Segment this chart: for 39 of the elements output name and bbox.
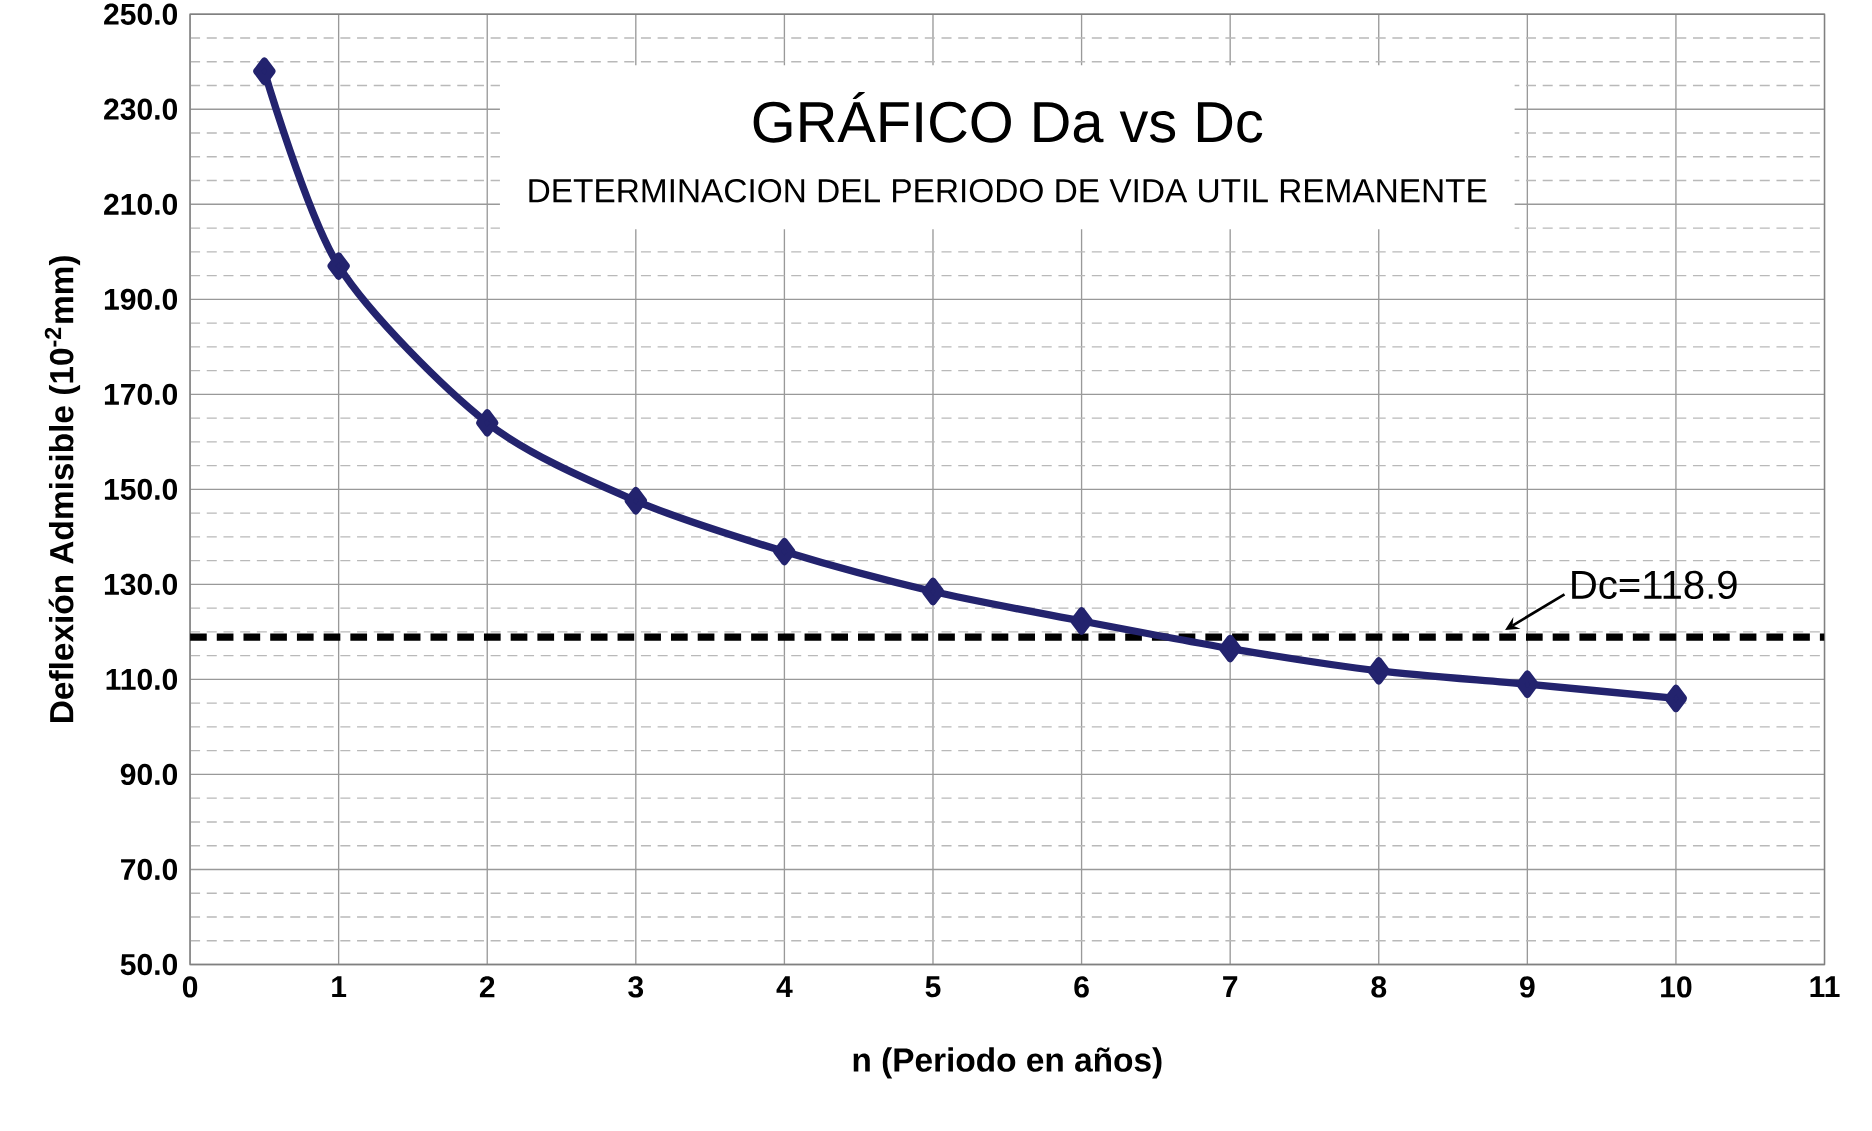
x-tick-label: 4 [776,976,793,998]
y-tick-label: 150.0 [104,478,178,501]
x-tick-label: 8 [1371,976,1387,998]
y-axis-title: Deflexión Admisible (10$^{-2}$mm) [44,256,81,723]
y-tick-label: 110.0 [106,668,178,691]
point [773,538,796,566]
point [1218,634,1242,663]
point [1664,684,1688,713]
x-axis-title: n (Periodo en años) [853,1047,1162,1079]
x-tick-label: 10 [1661,976,1692,998]
x-tick-label: 1 [332,976,347,998]
point [1516,670,1539,698]
y-tick-label: 250.0 [104,3,178,25]
point [253,57,276,86]
x-tick-label: 5 [925,976,941,998]
text: DETERMINACION DEL PERIODO DE VIDA UTIL REMANENTE [529,178,1487,203]
y-tick-label: 50.0 [120,953,178,976]
y-tick-label: 230.0 [104,98,178,120]
y-tick-label: 70.0 [121,858,178,881]
y-tick-label: 130.0 [104,573,178,596]
x-tick-label: 6 [1074,976,1089,998]
point [921,577,945,606]
text: GRÁFICO Da vs Dc [753,92,1263,143]
point [476,409,499,437]
x-tick-label: 0 [182,976,198,998]
y-tick-label: 90.0 [120,763,178,786]
x-tick-label: 2 [479,976,495,998]
legend-label: Dc=118.9 [1572,570,1737,600]
x-tick-label: 7 [1223,976,1238,998]
x-tick-label: 3 [628,976,644,998]
x-tick-label: 9 [1520,976,1535,998]
point [327,252,350,280]
point [1367,657,1390,685]
point [1070,607,1093,635]
point [624,487,648,515]
y-tick-label: 170.0 [104,383,178,406]
x-tick-label: 11 [1810,976,1840,998]
y-tick-label: 190.0 [104,288,178,311]
y-tick-label: 210.0 [104,193,178,216]
